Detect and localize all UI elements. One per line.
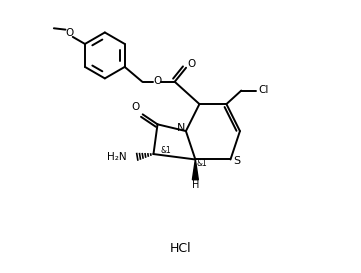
Text: O: O (66, 28, 74, 38)
Text: O: O (187, 60, 196, 70)
Text: &1: &1 (160, 146, 171, 155)
Text: O: O (153, 76, 161, 86)
Polygon shape (192, 159, 198, 180)
Text: H: H (192, 180, 199, 190)
Text: O: O (132, 102, 140, 112)
Text: N: N (177, 123, 185, 133)
Text: HCl: HCl (170, 242, 191, 255)
Text: H₂N: H₂N (107, 152, 126, 162)
Text: Cl: Cl (258, 85, 269, 95)
Text: &1: &1 (197, 159, 208, 168)
Text: S: S (233, 156, 240, 166)
